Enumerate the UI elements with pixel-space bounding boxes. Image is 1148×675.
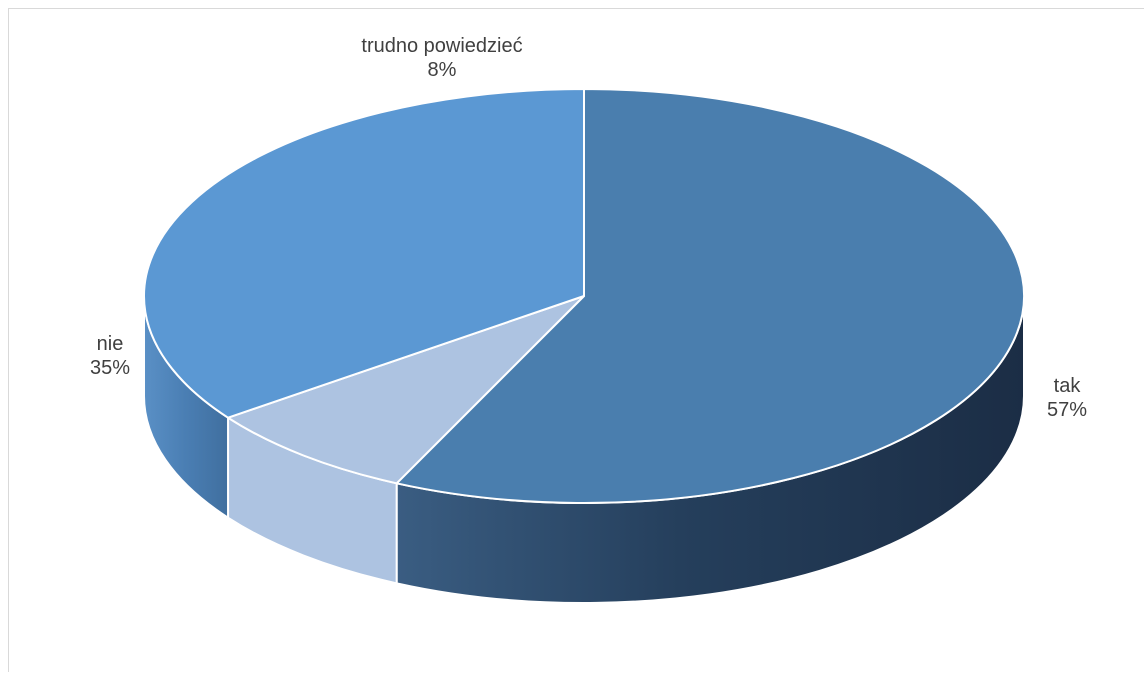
slice-name: nie <box>96 333 124 355</box>
slice-nie <box>143 88 585 419</box>
slice-label-trudno-powiedziec: trudno powiedzieć 8% <box>361 34 522 82</box>
slice-label-nie: nie 35% <box>90 332 130 380</box>
slice-name: tak <box>1053 375 1081 397</box>
slice-name: trudno powiedzieć <box>361 35 523 57</box>
slice-trudno-powiedzie <box>227 295 585 485</box>
slice-tak <box>395 88 1025 504</box>
slice-percent: 8% <box>427 59 457 81</box>
chart-area <box>8 8 1144 672</box>
slice-percent: 35% <box>89 357 131 379</box>
slice-percent: 57% <box>1046 399 1088 421</box>
slice-label-tak: tak 57% <box>1047 374 1087 422</box>
